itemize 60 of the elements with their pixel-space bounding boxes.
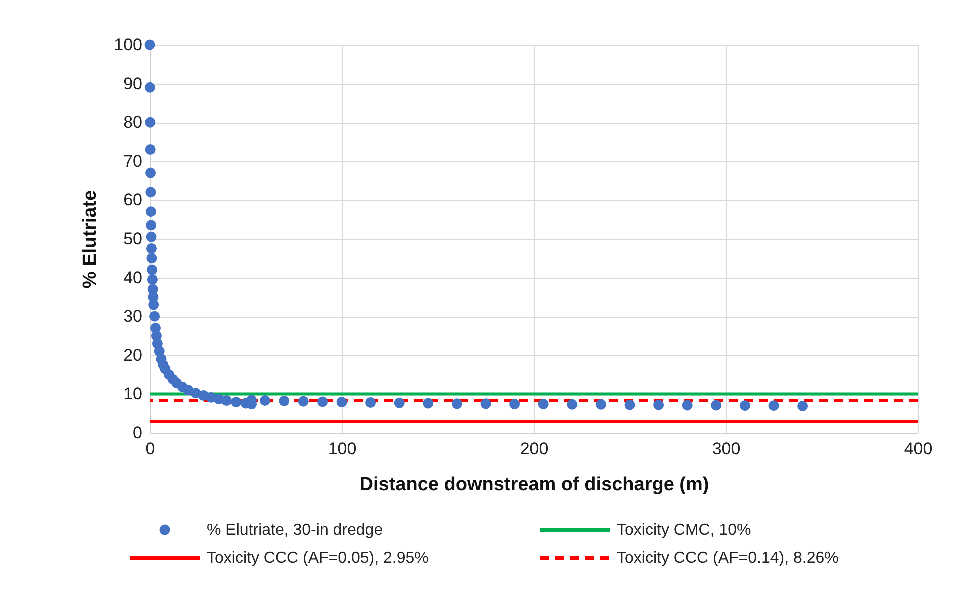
point — [423, 398, 434, 409]
x-tick-label: 300 — [712, 440, 741, 458]
y-tick-label: 40 — [124, 268, 142, 288]
x-tick-label: 200 — [520, 440, 549, 458]
x-tick-label: 0 — [146, 440, 156, 458]
point — [222, 396, 232, 406]
point — [452, 398, 462, 410]
x-tick-label: 400 — [904, 440, 933, 458]
point — [145, 117, 156, 128]
y-tick-label: 0 — [133, 424, 142, 442]
legend-label: % Elutriate, 30-in dredge — [207, 522, 384, 539]
x-tick-label: 100 — [328, 440, 357, 458]
point — [480, 398, 492, 410]
point — [394, 398, 405, 408]
point — [146, 187, 156, 198]
y-tick-label: 80 — [124, 113, 142, 132]
point — [279, 396, 290, 406]
legend-label: Toxicity CCC (AF=0.05), 2.95% — [207, 550, 429, 567]
point — [147, 264, 158, 276]
point — [146, 232, 157, 242]
point — [596, 399, 606, 410]
point — [144, 40, 156, 50]
y-tick-label: 10 — [124, 384, 142, 404]
point — [654, 400, 664, 410]
point — [260, 396, 270, 406]
point — [798, 400, 808, 412]
y-tick-label: 70 — [124, 152, 142, 171]
point — [538, 399, 549, 410]
legend-label: Toxicity CCC (AF=0.14), 8.26% — [617, 550, 839, 567]
legend-label: Toxicity CMC, 10% — [617, 522, 752, 539]
point — [366, 398, 376, 408]
point — [146, 253, 158, 264]
y-tick-label: 60 — [124, 190, 142, 210]
point — [146, 168, 156, 178]
point — [298, 396, 309, 407]
point — [146, 206, 156, 218]
point — [682, 400, 693, 411]
point — [147, 274, 158, 285]
point — [146, 220, 157, 231]
point — [146, 243, 157, 254]
y-axis-title: % Elutriate — [80, 190, 102, 289]
point — [510, 399, 520, 410]
y-tick-label: 30 — [124, 307, 142, 326]
point — [148, 300, 160, 310]
point — [711, 400, 722, 411]
point — [318, 396, 328, 408]
point — [144, 82, 156, 93]
x-axis-title: Distance downstream of discharge (m) — [360, 474, 710, 496]
y-tick-label: 100 — [114, 36, 142, 54]
y-tick-label: 20 — [124, 346, 142, 365]
point — [768, 400, 780, 412]
point — [150, 311, 160, 322]
point — [567, 399, 578, 410]
y-tick-label: 90 — [124, 74, 142, 94]
point — [336, 397, 348, 408]
point — [740, 400, 750, 412]
y-tick-label: 50 — [124, 230, 142, 248]
point — [231, 397, 242, 408]
point — [145, 144, 156, 155]
point — [624, 400, 636, 410]
